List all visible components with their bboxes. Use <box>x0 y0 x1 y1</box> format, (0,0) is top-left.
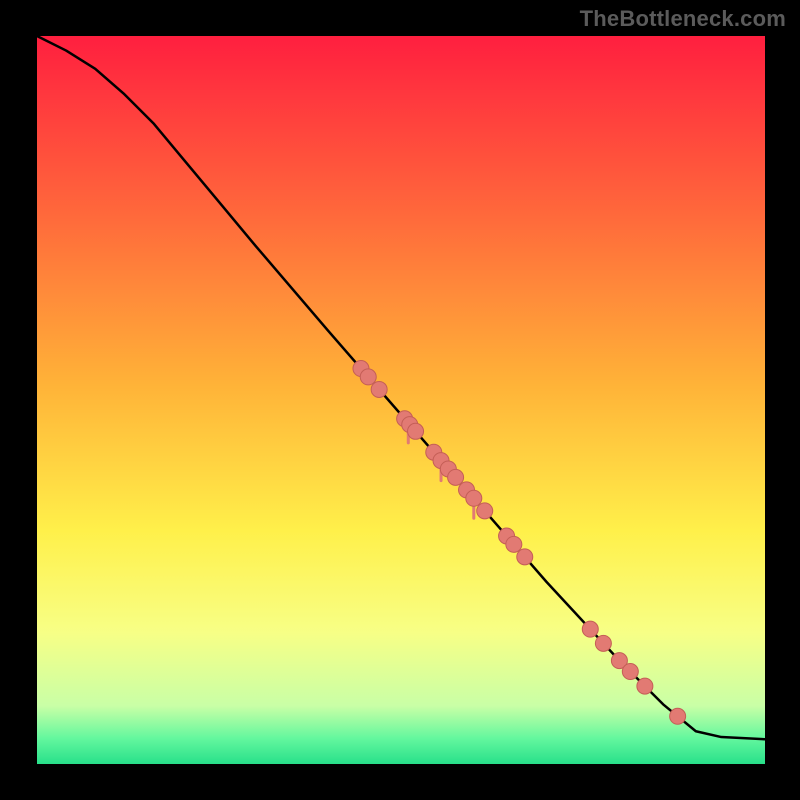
data-point <box>595 635 611 651</box>
watermark-text: TheBottleneck.com <box>580 6 786 32</box>
data-point <box>371 381 387 397</box>
data-point <box>637 678 653 694</box>
data-point <box>466 490 482 506</box>
chart-frame: TheBottleneck.com <box>0 0 800 800</box>
chart-canvas <box>0 0 800 800</box>
data-point <box>506 536 522 552</box>
plot-gradient-background <box>37 36 765 764</box>
data-point <box>477 503 493 519</box>
data-point <box>360 369 376 385</box>
data-point <box>408 423 424 439</box>
data-point <box>582 621 598 637</box>
data-point <box>517 549 533 565</box>
data-point <box>448 469 464 485</box>
data-point <box>622 664 638 680</box>
data-point <box>670 708 686 724</box>
